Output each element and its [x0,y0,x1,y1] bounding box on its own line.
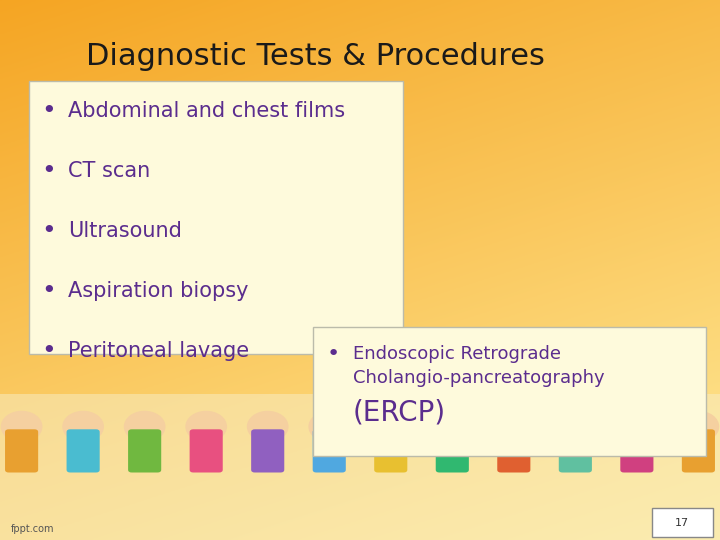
Circle shape [371,411,411,442]
Circle shape [555,411,595,442]
FancyBboxPatch shape [621,429,654,472]
Text: CT scan: CT scan [68,161,150,181]
Text: •: • [42,159,56,183]
FancyBboxPatch shape [189,429,222,472]
Circle shape [125,411,165,442]
FancyBboxPatch shape [251,429,284,472]
Circle shape [494,411,534,442]
Text: fppt.com: fppt.com [11,523,54,534]
Text: Aspiration biopsy: Aspiration biopsy [68,281,249,301]
FancyBboxPatch shape [0,394,720,540]
FancyBboxPatch shape [29,81,403,354]
Circle shape [617,411,657,442]
Circle shape [309,411,349,442]
Circle shape [678,411,719,442]
FancyBboxPatch shape [559,429,592,472]
Text: •: • [42,279,56,303]
Text: Peritoneal lavage: Peritoneal lavage [68,341,250,361]
Text: (ERCP): (ERCP) [353,398,446,426]
Text: Cholangio-pancreatography: Cholangio-pancreatography [353,369,604,387]
Text: •: • [327,343,340,364]
Text: Endoscopic Retrograde: Endoscopic Retrograde [353,345,561,363]
Text: •: • [42,219,56,243]
FancyBboxPatch shape [436,429,469,472]
Text: •: • [42,339,56,363]
FancyBboxPatch shape [682,429,715,472]
FancyBboxPatch shape [652,508,713,537]
Text: Abdominal and chest films: Abdominal and chest films [68,100,346,121]
Text: Diagnostic Tests & Procedures: Diagnostic Tests & Procedures [86,42,545,71]
Circle shape [248,411,288,442]
Circle shape [1,411,42,442]
FancyBboxPatch shape [312,429,346,472]
FancyBboxPatch shape [66,429,99,472]
Circle shape [186,411,226,442]
Circle shape [63,411,103,442]
Text: •: • [42,99,56,123]
FancyBboxPatch shape [498,429,531,472]
Text: 17: 17 [675,518,689,528]
FancyBboxPatch shape [5,429,38,472]
FancyBboxPatch shape [128,429,161,472]
Circle shape [432,411,472,442]
FancyBboxPatch shape [374,429,408,472]
Text: Ultrasound: Ultrasound [68,221,182,241]
FancyBboxPatch shape [313,327,706,456]
